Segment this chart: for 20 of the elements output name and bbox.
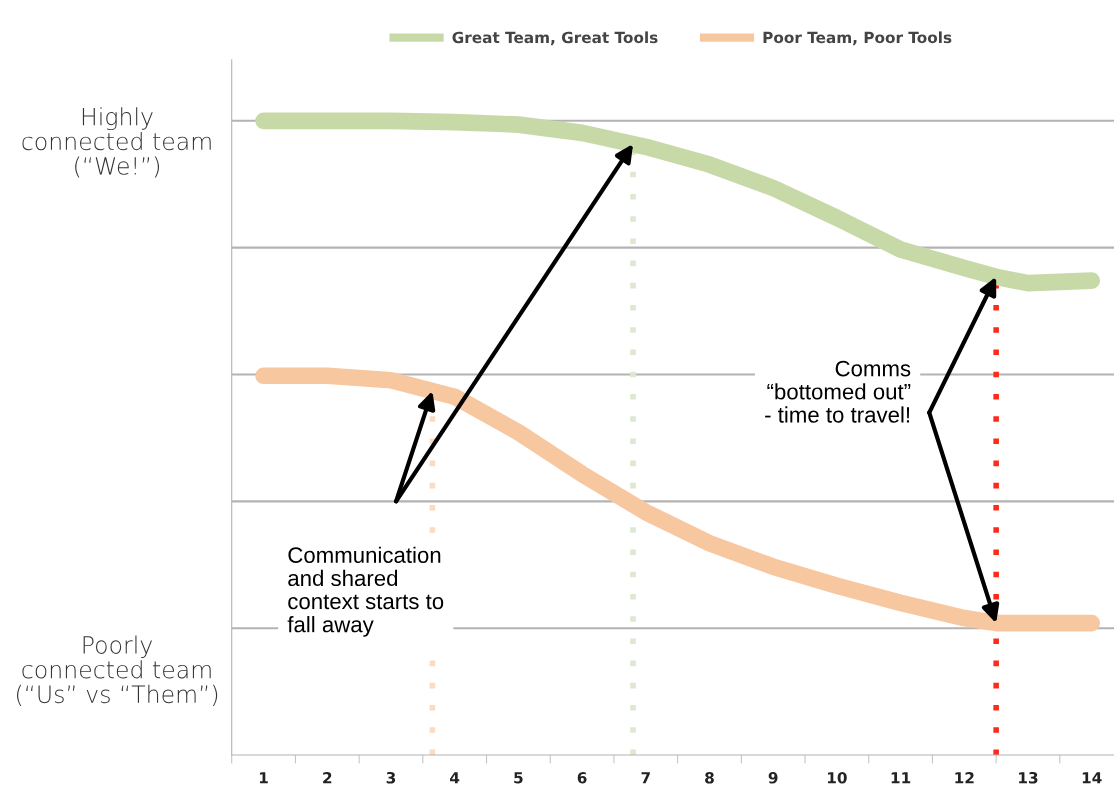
text: Highly connected team (“We!”) bbox=[22, 107, 211, 178]
x-tick-label: 8 bbox=[705, 771, 714, 784]
x-tick-label: 12 bbox=[955, 771, 974, 784]
annotation: Communication and shared context starts to fall away bbox=[287, 546, 444, 637]
x-tick-label: 2 bbox=[323, 771, 332, 784]
legend-label: Poor Team, Poor Tools bbox=[763, 31, 952, 46]
x-tick-label: 6 bbox=[577, 772, 587, 784]
legend-label: Great Team, Great Tools bbox=[452, 31, 658, 46]
x-tick-label: 14 bbox=[1082, 772, 1102, 784]
x-tick-label: 11 bbox=[891, 772, 911, 784]
x-tick-label: 1 bbox=[259, 772, 268, 784]
x-tick-label: 10 bbox=[827, 771, 847, 784]
x-tick-label: 7 bbox=[641, 772, 650, 784]
x-tick-label: 3 bbox=[386, 771, 396, 784]
annotation: Comms “bottomed out” - time to travel! bbox=[765, 360, 911, 423]
x-tick-label: 13 bbox=[1019, 771, 1038, 784]
text: Poorly connected team (“Us” vs “Them”) bbox=[17, 635, 218, 706]
x-tick-label: 9 bbox=[768, 772, 778, 784]
x-tick-label: 5 bbox=[514, 772, 523, 784]
x-tick-label: 4 bbox=[450, 772, 460, 784]
